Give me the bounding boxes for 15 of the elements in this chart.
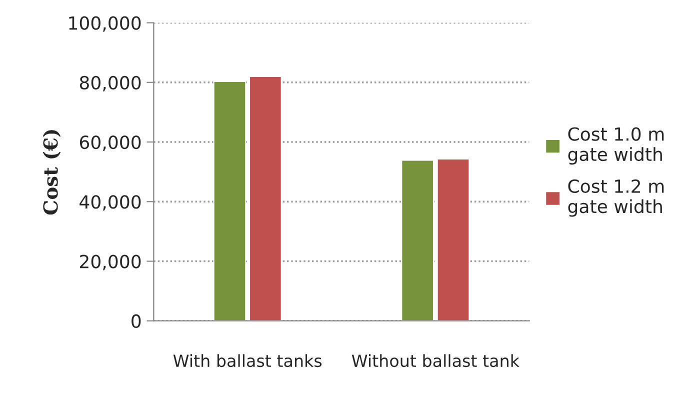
legend-label: Cost 1.2 m gate width <box>568 179 664 217</box>
x-tick-label: With ballast tanks <box>173 354 322 368</box>
y-tick-label: 60,000 <box>80 135 141 151</box>
bar <box>213 80 246 321</box>
bar <box>436 158 470 321</box>
y-tick-label: 40,000 <box>80 195 141 211</box>
y-tick-label: 100,000 <box>69 16 141 32</box>
x-tick-label: Without ballast tank <box>352 354 520 368</box>
legend-label: Cost 1.0 m gate width <box>568 127 664 165</box>
y-tick-label: 80,000 <box>80 76 141 92</box>
bar <box>248 76 282 321</box>
y-tick-label: 20,000 <box>80 254 141 270</box>
bar <box>401 160 434 321</box>
y-tick-label: 0 <box>132 314 141 328</box>
y-axis-title: Cost (€) <box>42 130 61 215</box>
